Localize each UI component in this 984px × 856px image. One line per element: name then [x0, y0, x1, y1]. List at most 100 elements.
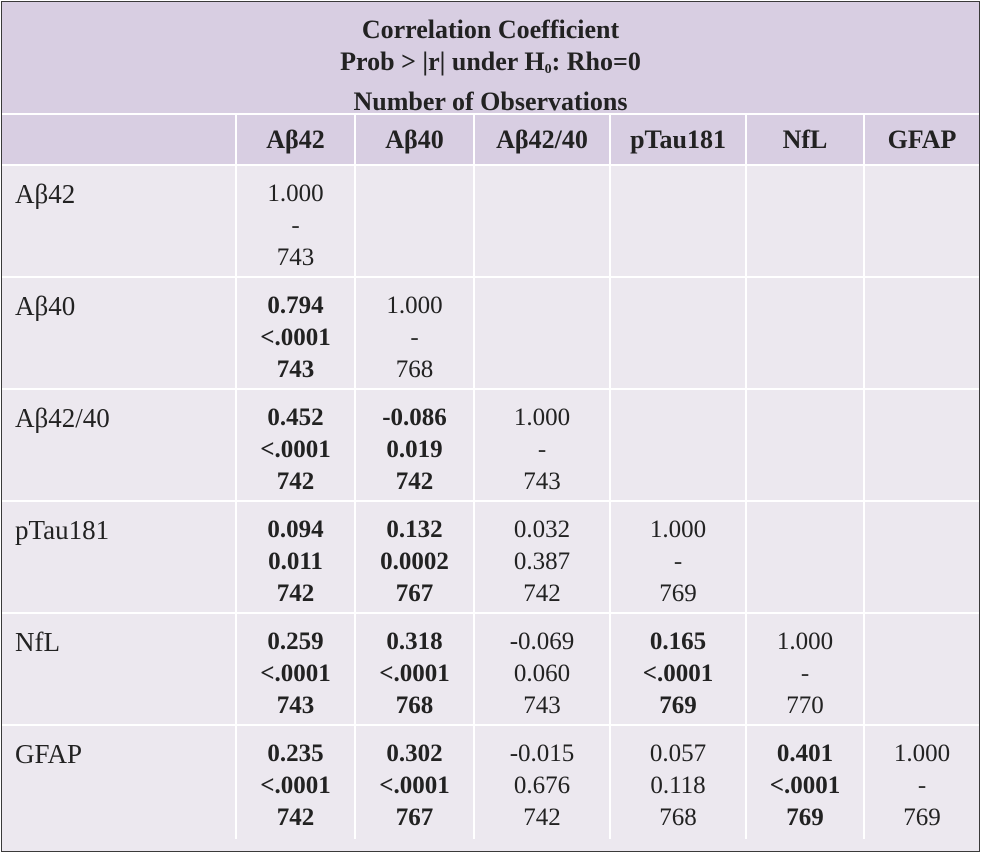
p-value: 0.011 [268, 548, 323, 575]
matrix-cell: -0.015 0.676 742 [473, 725, 610, 839]
p-value: 0.118 [650, 772, 706, 799]
table-row: pTau181 0.094 0.011 742 0.132 0.0002 767 0.032 0… [2, 501, 979, 614]
observation-count: 743 [276, 356, 315, 383]
matrix-cell [609, 389, 746, 502]
observation-count: 742 [395, 468, 434, 495]
matrix-cell: 0.132 0.0002 767 [354, 501, 474, 614]
table-title: Correlation Coefficient Prob > |r| under… [2, 2, 979, 116]
matrix-cell: 1.000 - 743 [473, 389, 610, 502]
correlation-value: 0.318 [386, 628, 443, 655]
matrix-cell [863, 613, 979, 726]
p-value: <.0001 [379, 660, 450, 687]
correlation-value: 1.000 [776, 628, 834, 655]
correlation-value: 1.000 [649, 516, 707, 543]
matrix-cell [354, 165, 474, 278]
p-value: - [291, 212, 300, 239]
title-line-1: Correlation Coefficient [361, 15, 620, 44]
observation-count: 769 [903, 804, 941, 831]
matrix-cell: 0.452 <.0001 742 [235, 389, 355, 502]
observation-count: 767 [395, 580, 434, 607]
matrix-cell [473, 277, 610, 390]
p-value: <.0001 [260, 772, 331, 799]
table-row: GFAP 0.235 <.0001 742 0.302 <.0001 767 -0.015 0.… [2, 725, 979, 839]
observation-count: 742 [523, 580, 561, 607]
matrix-cell: 0.094 0.011 742 [235, 501, 355, 614]
p-value: <.0001 [260, 660, 331, 687]
matrix-cell [863, 165, 979, 278]
matrix-cell: 0.401 <.0001 769 [745, 725, 864, 839]
matrix-cell: 1.000 - 768 [354, 277, 474, 390]
table-row: NfL 0.259 <.0001 743 0.318 <.0001 768 -0.069 0.0… [2, 613, 979, 726]
p-value: 0.019 [386, 436, 443, 463]
matrix-cell [863, 501, 979, 614]
p-value: 0.060 [513, 660, 571, 687]
correlation-value: 0.057 [649, 740, 707, 767]
matrix-cell: 0.794 <.0001 743 [235, 277, 355, 390]
correlation-value: 1.000 [267, 180, 324, 207]
observation-count: 742 [276, 804, 315, 831]
correlation-value: 0.132 [386, 516, 443, 543]
matrix-cell: 1.000 - 770 [745, 613, 864, 726]
title-line-2-rho: : Rho=0 [551, 47, 641, 76]
observation-count: 742 [276, 468, 315, 495]
matrix-cell: 0.165 <.0001 769 [609, 613, 746, 726]
correlation-value: 0.094 [267, 516, 324, 543]
column-header: Aβ42 [235, 115, 355, 166]
header-corner-cell [2, 115, 236, 166]
p-value: - [537, 436, 547, 463]
correlation-value: 0.235 [267, 740, 324, 767]
matrix-cell: 1.000 - 769 [609, 501, 746, 614]
observation-count: 769 [659, 692, 697, 719]
p-value: - [410, 324, 419, 351]
header-row: Aβ42 Aβ40 Aβ42/40 pTau181 NfL GFAP [2, 115, 979, 166]
column-header: pTau181 [609, 115, 746, 166]
table-row: Aβ40 0.794 <.0001 743 1.000 - 768 [2, 277, 979, 390]
matrix-cell [745, 277, 864, 390]
matrix-cell: 0.318 <.0001 768 [354, 613, 474, 726]
matrix-cell: 1.000 - 769 [863, 725, 979, 839]
p-value: 0.676 [513, 772, 571, 799]
correlation-value: -0.015 [509, 740, 575, 767]
correlation-value: 0.302 [386, 740, 443, 767]
row-label: GFAP [15, 739, 83, 769]
correlation-value: 1.000 [513, 404, 571, 431]
observation-count: 768 [395, 692, 434, 719]
p-value: <.0001 [642, 660, 714, 687]
matrix-cell: 0.259 <.0001 743 [235, 613, 355, 726]
p-value: <.0001 [260, 324, 331, 351]
row-label: Aβ42 [2, 165, 236, 278]
correlation-value: 0.032 [513, 516, 571, 543]
matrix-cell: 1.000 - 743 [235, 165, 355, 278]
matrix-cell: 0.235 <.0001 742 [235, 725, 355, 839]
observation-count: 769 [786, 804, 824, 831]
matrix-cell [473, 165, 610, 278]
matrix-cell [609, 277, 746, 390]
observation-count: 767 [395, 804, 434, 831]
p-value: <.0001 [260, 436, 331, 463]
observation-count: 769 [659, 580, 697, 607]
observation-count: 742 [276, 580, 315, 607]
matrix-cell [745, 389, 864, 502]
observation-count: 743 [276, 244, 315, 271]
observation-count: 743 [523, 468, 561, 495]
matrix-body: Aβ42 1.000 - 743 Aβ40 0.794 <.0001 743 1.000 - 768… [2, 165, 979, 839]
matrix-cell [863, 277, 979, 390]
correlation-matrix: Aβ42 Aβ40 Aβ42/40 pTau181 NfL GFAP Aβ42 1.000-… [2, 115, 979, 839]
matrix-cell [609, 165, 746, 278]
matrix-cell: 0.057 0.118 768 [609, 725, 746, 839]
row-label: pTau181 [2, 501, 236, 614]
row-label: NfL [2, 613, 236, 726]
row-label: Aβ42/40 [2, 389, 236, 502]
p-value: - [917, 772, 927, 799]
correlation-value: 0.259 [267, 628, 324, 655]
column-header: GFAP [863, 115, 979, 166]
title-line-2: Prob > |r| under H0: Rho=0 [2, 46, 979, 86]
p-value: <.0001 [379, 772, 450, 799]
observation-count: 768 [395, 356, 434, 383]
title-line-2-subscript: 0 [544, 62, 552, 77]
matrix-cell [863, 389, 979, 502]
correlation-value: 0.165 [649, 628, 707, 655]
p-value: 0.0002 [380, 548, 449, 575]
table-row: Aβ42 1.000 - 743 [2, 165, 979, 278]
